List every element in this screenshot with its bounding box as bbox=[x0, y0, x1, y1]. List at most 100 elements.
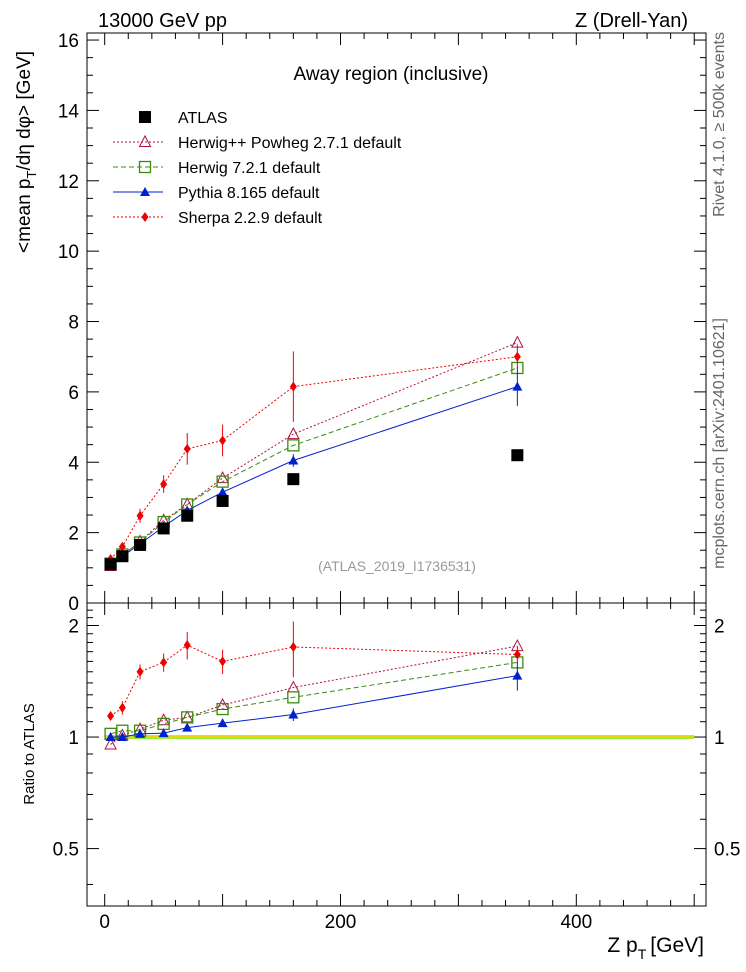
ratio-data-point bbox=[136, 666, 144, 677]
x-label-main: Z p bbox=[607, 934, 637, 957]
x-label-unit: [GeV] bbox=[650, 934, 704, 957]
main-data-point bbox=[160, 479, 168, 490]
main-series bbox=[104, 361, 524, 570]
main-data-point bbox=[513, 351, 521, 362]
ratio-tick-label-right: 1 bbox=[714, 728, 725, 749]
ratio-data-point bbox=[157, 713, 170, 726]
main-data-point bbox=[289, 381, 297, 392]
main-series-group bbox=[104, 335, 524, 572]
ratio-series bbox=[107, 621, 521, 721]
y-tick-label: 4 bbox=[68, 453, 79, 474]
main-series bbox=[104, 449, 524, 571]
ratio-series bbox=[105, 661, 523, 742]
main-series bbox=[105, 367, 523, 569]
main-data-point bbox=[216, 494, 229, 507]
ratio-data-point bbox=[183, 640, 191, 651]
ratio-data-point bbox=[107, 710, 115, 721]
plot-title: Away region (inclusive) bbox=[293, 64, 488, 85]
main-data-point bbox=[216, 471, 229, 484]
y-label-sub: T bbox=[24, 171, 39, 179]
ratio-plot-frame bbox=[86, 602, 707, 907]
ratio-data-point bbox=[117, 732, 128, 742]
mcplots-label: mcplots.cern.ch [arXiv:2401.10621] bbox=[711, 318, 728, 569]
legend-label: Pythia 8.165 default bbox=[178, 185, 320, 202]
legend-marker bbox=[138, 160, 152, 174]
ratio-series-line bbox=[110, 645, 518, 745]
ratio-data-point bbox=[289, 641, 297, 652]
legend: ATLAS Herwig++ Powheg 2.7.1 default Herwig… bbox=[113, 110, 402, 227]
legend-label: Sherpa 2.2.9 default bbox=[178, 210, 323, 227]
legend-label: Herwig 7.2.1 default bbox=[178, 160, 321, 177]
ratio-data-point bbox=[216, 697, 229, 711]
legend-marker bbox=[140, 187, 150, 196]
ratio-series-line bbox=[110, 644, 518, 717]
ratio-data-point bbox=[182, 722, 193, 732]
y-tick-label: 16 bbox=[58, 31, 79, 52]
main-series-line bbox=[110, 356, 518, 560]
ratio-data-point bbox=[135, 728, 146, 738]
y-tick-label: 14 bbox=[58, 101, 80, 122]
legend-marker bbox=[138, 134, 152, 147]
ratio-data-point bbox=[181, 711, 194, 724]
main-series bbox=[107, 344, 521, 565]
main-data-point bbox=[288, 455, 299, 465]
y-tick-label: 10 bbox=[58, 242, 79, 263]
y-axis-label: <mean pT/dη dφ> [GeV] bbox=[14, 51, 39, 253]
main-data-point bbox=[181, 509, 194, 522]
ratio-tick-label-left: 2 bbox=[68, 616, 79, 637]
main-data-point bbox=[512, 381, 523, 391]
main-data-point bbox=[136, 510, 144, 521]
y-tick-label: 6 bbox=[68, 383, 79, 404]
legend-label: Herwig++ Powheg 2.7.1 default bbox=[178, 135, 402, 152]
ratio-series-line bbox=[110, 675, 518, 738]
ratio-y-label: Ratio to ATLAS bbox=[21, 703, 38, 804]
y-label-post: /dη dφ> [GeV] bbox=[14, 51, 35, 171]
main-data-point bbox=[287, 473, 300, 486]
main-data-point bbox=[134, 538, 147, 551]
ratio-data-point bbox=[104, 737, 117, 750]
y-tick-label: 2 bbox=[68, 524, 79, 545]
ratio-data-point bbox=[512, 670, 523, 680]
ratio-series-group bbox=[104, 621, 524, 750]
main-series-line bbox=[110, 342, 518, 567]
ratio-tick-label-right: 2 bbox=[714, 616, 725, 637]
legend-marker bbox=[139, 111, 151, 123]
main-data-point bbox=[104, 558, 117, 571]
legend-marker bbox=[141, 212, 149, 222]
main-data-point bbox=[219, 435, 227, 446]
ratio-series-line bbox=[110, 661, 518, 735]
x-label-sub: T bbox=[638, 946, 647, 962]
ratio-data-point bbox=[158, 728, 169, 738]
main-series-line bbox=[110, 386, 518, 565]
ratio-tick-label-left: 1 bbox=[68, 728, 79, 749]
legend-label: ATLAS bbox=[178, 110, 228, 127]
main-data-point bbox=[216, 475, 229, 488]
y-label-pre: <mean p bbox=[14, 179, 35, 253]
main-series-line bbox=[110, 367, 518, 564]
main-data-point bbox=[116, 550, 129, 563]
main-data-point bbox=[157, 522, 170, 535]
x-axis-label: Z pT [GeV] bbox=[607, 934, 704, 962]
ratio-data-point bbox=[287, 691, 300, 704]
ratio-data-point bbox=[216, 702, 229, 716]
main-data-point bbox=[287, 427, 300, 440]
ratio-data-point bbox=[217, 718, 228, 728]
ratio-tick-label-right: 0.5 bbox=[714, 840, 740, 861]
ratio-data-point bbox=[157, 717, 170, 731]
ratio-data-point bbox=[288, 709, 299, 719]
analysis-tag: (ATLAS_2019_I1736531) bbox=[318, 558, 476, 574]
y-tick-label: 12 bbox=[58, 172, 79, 193]
ratio-band-group bbox=[104, 735, 695, 739]
header-left: 13000 GeV pp bbox=[98, 10, 227, 32]
x-tick-label: 200 bbox=[325, 912, 357, 933]
ratio-tick-label-left: 0.5 bbox=[53, 840, 79, 861]
main-data-point bbox=[183, 443, 191, 454]
ratio-data-point bbox=[118, 702, 126, 713]
ratio-data-point bbox=[219, 656, 227, 667]
x-tick-label: 400 bbox=[560, 912, 592, 933]
rivet-label: Rivet 4.1.0, ≥ 500k events bbox=[711, 32, 728, 217]
ratio-data-point bbox=[105, 732, 116, 742]
header-right: Z (Drell-Yan) bbox=[575, 10, 688, 32]
